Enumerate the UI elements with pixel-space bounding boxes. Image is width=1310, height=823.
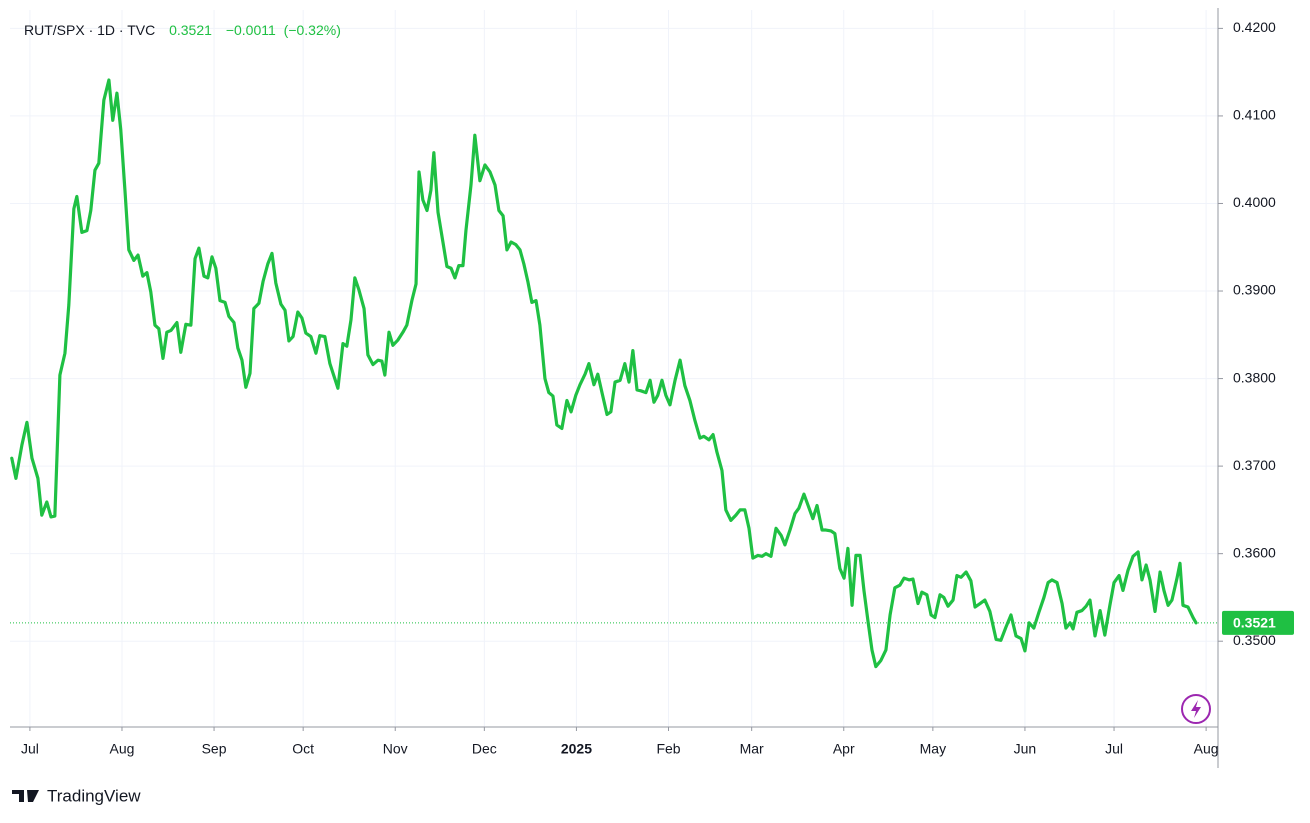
brand-logo[interactable]: TradingView — [12, 786, 141, 805]
x-tick-label: Nov — [383, 741, 408, 757]
x-tick-label: Jul — [21, 741, 39, 757]
x-tick-label: Feb — [656, 741, 680, 757]
lightning-icon[interactable] — [1191, 700, 1201, 718]
x-tick-label: Apr — [833, 741, 855, 757]
y-tick-label: 0.3600 — [1233, 544, 1276, 560]
x-tick-label: Jul — [1105, 741, 1123, 757]
replay-button[interactable] — [1181, 694, 1211, 724]
x-tick-label: May — [920, 741, 946, 757]
y-tick-label: 0.3900 — [1233, 282, 1276, 298]
y-tick-label: 0.3500 — [1233, 632, 1276, 648]
x-tick-label: Oct — [292, 741, 314, 757]
price-change: −0.0011 — [226, 22, 276, 38]
y-tick-label: 0.3700 — [1233, 457, 1276, 473]
x-tick-label: Sep — [202, 741, 227, 757]
x-tick-label: Aug — [110, 741, 135, 757]
y-tick-label: 0.4200 — [1233, 19, 1276, 35]
last-price-badge — [1222, 610, 1294, 635]
y-tick-label: 0.4000 — [1233, 194, 1276, 210]
symbol-title: RUT/SPX · 1D · TVC — [24, 22, 155, 38]
last-price-badge-label: 0.3521 — [1233, 615, 1276, 631]
y-tick-label: 0.3800 — [1233, 369, 1276, 385]
brand-name[interactable]: TradingView — [47, 786, 141, 805]
x-tick-label: Jun — [1014, 741, 1037, 757]
plot — [10, 78, 1218, 669]
y-tick-label: 0.4100 — [1233, 107, 1276, 123]
legend: RUT/SPX · 1D · TVC 0.3521 −0.0011 (−0.32… — [24, 22, 341, 38]
x-tick-label: Dec — [472, 741, 497, 757]
x-tick-label: 2025 — [561, 741, 592, 757]
grid — [10, 10, 1218, 727]
x-tick-label: Aug — [1194, 741, 1219, 757]
last-price: 0.3521 — [169, 22, 212, 38]
x-tick-label: Mar — [740, 741, 764, 757]
price-change-percent: (−0.32%) — [284, 22, 341, 38]
price-line — [10, 78, 1198, 669]
logo-mark[interactable] — [12, 790, 39, 802]
